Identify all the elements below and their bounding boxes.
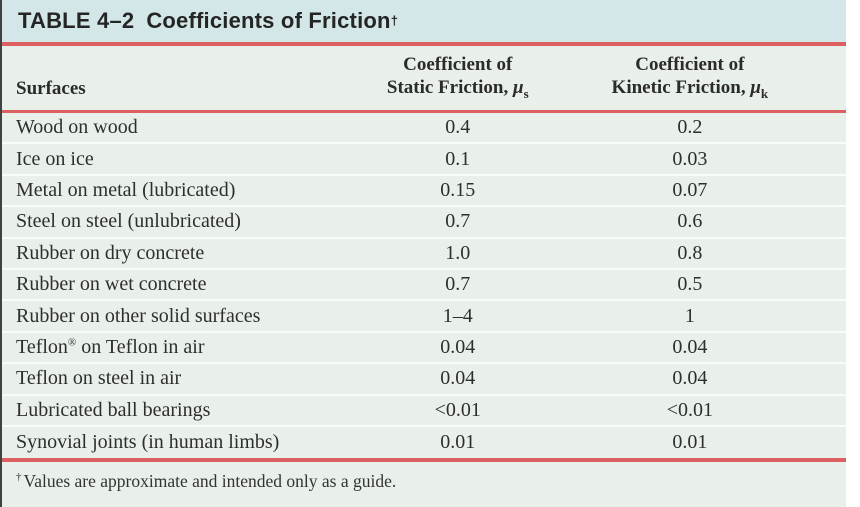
static-cell: 0.01 bbox=[440, 431, 476, 454]
surface-cell: Rubber on wet concrete bbox=[16, 273, 207, 296]
surface-cell: Lubricated ball bearings bbox=[16, 398, 211, 421]
table-row: Synovial joints (in human limbs) 0.01 0.… bbox=[2, 427, 846, 458]
kinetic-cell: 1 bbox=[684, 304, 695, 327]
kinetic-cell: <0.01 bbox=[666, 398, 713, 421]
kinetic-cell: 0.04 bbox=[672, 335, 708, 358]
static-cell: 0.4 bbox=[445, 116, 471, 139]
kinetic-cell: 0.2 bbox=[677, 116, 703, 139]
surface-cell: Wood on wood bbox=[16, 116, 138, 139]
surface-cell: Ice on ice bbox=[16, 147, 94, 170]
static-cell: 0.7 bbox=[445, 210, 471, 233]
static-cell: 0.1 bbox=[445, 147, 471, 170]
header-static-friction: Coefficient of Static Friction, μs bbox=[331, 54, 584, 101]
table-number: TABLE 4–2 bbox=[18, 8, 135, 33]
header-kinetic-friction: Coefficient of Kinetic Friction, μk bbox=[584, 54, 795, 101]
rule-under-headers bbox=[2, 110, 846, 113]
table-row: Lubricated ball bearings <0.01 <0.01 bbox=[2, 396, 846, 427]
table-title-bar: TABLE 4–2 Coefficients of Friction † bbox=[2, 0, 846, 42]
kinetic-cell: 0.07 bbox=[672, 178, 708, 201]
surface-cell: Teflon on steel in air bbox=[16, 367, 182, 390]
table-rows: Wood on wood 0.4 0.2 Ice on ice 0.1 0.03… bbox=[2, 113, 846, 459]
surface-cell: Rubber on dry concrete bbox=[16, 241, 205, 264]
table-title: Coefficients of Friction bbox=[146, 8, 391, 33]
table-row: Steel on steel (unlubricated) 0.7 0.6 bbox=[2, 207, 846, 239]
static-cell: 0.7 bbox=[445, 273, 471, 296]
header-kinetic-line2: Kinetic Friction, bbox=[611, 76, 751, 98]
footnote-text: Values are approximate and intended only… bbox=[23, 471, 397, 492]
static-cell: 0.04 bbox=[440, 367, 476, 390]
rule-above-footnote bbox=[2, 458, 846, 463]
mu-symbol-kinetic: μ bbox=[750, 76, 761, 98]
kinetic-cell: 0.6 bbox=[677, 210, 703, 233]
header-static-line2: Static Friction, bbox=[386, 76, 513, 98]
surface-cell: Synovial joints (in human limbs) bbox=[16, 431, 280, 454]
static-cell: 1.0 bbox=[445, 241, 471, 264]
table-row: Metal on metal (lubricated) 0.15 0.07 bbox=[2, 176, 846, 208]
rule-under-title bbox=[2, 42, 846, 46]
mu-sub-static: s bbox=[523, 85, 529, 101]
table-row: Rubber on wet concrete 0.7 0.5 bbox=[2, 270, 846, 302]
header-static-line1: Coefficient of bbox=[403, 53, 513, 75]
mu-symbol-static: μ bbox=[512, 76, 524, 98]
table-row: Teflon® on Teflon in air 0.04 0.04 bbox=[2, 333, 846, 365]
kinetic-cell: 0.03 bbox=[672, 147, 708, 170]
header-kinetic-line1: Coefficient of bbox=[635, 53, 745, 75]
surface-cell: Steel on steel (unlubricated) bbox=[16, 210, 241, 233]
mu-sub-kinetic: k bbox=[760, 85, 769, 101]
header-surfaces: Surfaces bbox=[16, 78, 86, 100]
table-footnote: † Values are approximate and intended onl… bbox=[2, 462, 846, 507]
table-row: Rubber on dry concrete 1.0 0.8 bbox=[2, 239, 846, 270]
page-right-margin bbox=[846, 0, 860, 507]
table-row: Ice on ice 0.1 0.03 bbox=[2, 144, 846, 176]
surface-cell: Teflon® on Teflon in air bbox=[16, 335, 205, 358]
column-headers: Surfaces Coefficient of Static Friction,… bbox=[2, 46, 846, 110]
kinetic-cell: 0.01 bbox=[672, 431, 708, 454]
surface-cell: Metal on metal (lubricated) bbox=[16, 178, 236, 201]
footnote-dagger: † bbox=[16, 471, 22, 484]
static-cell: 0.04 bbox=[440, 335, 476, 358]
kinetic-cell: 0.5 bbox=[677, 273, 703, 296]
static-cell: 0.15 bbox=[440, 178, 476, 201]
kinetic-cell: 0.8 bbox=[677, 241, 703, 264]
table-row: Rubber on other solid surfaces 1–4 1 bbox=[2, 301, 846, 333]
surface-cell: Rubber on other solid surfaces bbox=[16, 304, 261, 327]
table-row: Wood on wood 0.4 0.2 bbox=[2, 113, 846, 145]
static-cell: <0.01 bbox=[434, 398, 481, 421]
static-cell: 1–4 bbox=[442, 304, 473, 327]
kinetic-cell: 0.04 bbox=[672, 367, 708, 390]
table-row: Teflon on steel in air 0.04 0.04 bbox=[2, 364, 846, 396]
